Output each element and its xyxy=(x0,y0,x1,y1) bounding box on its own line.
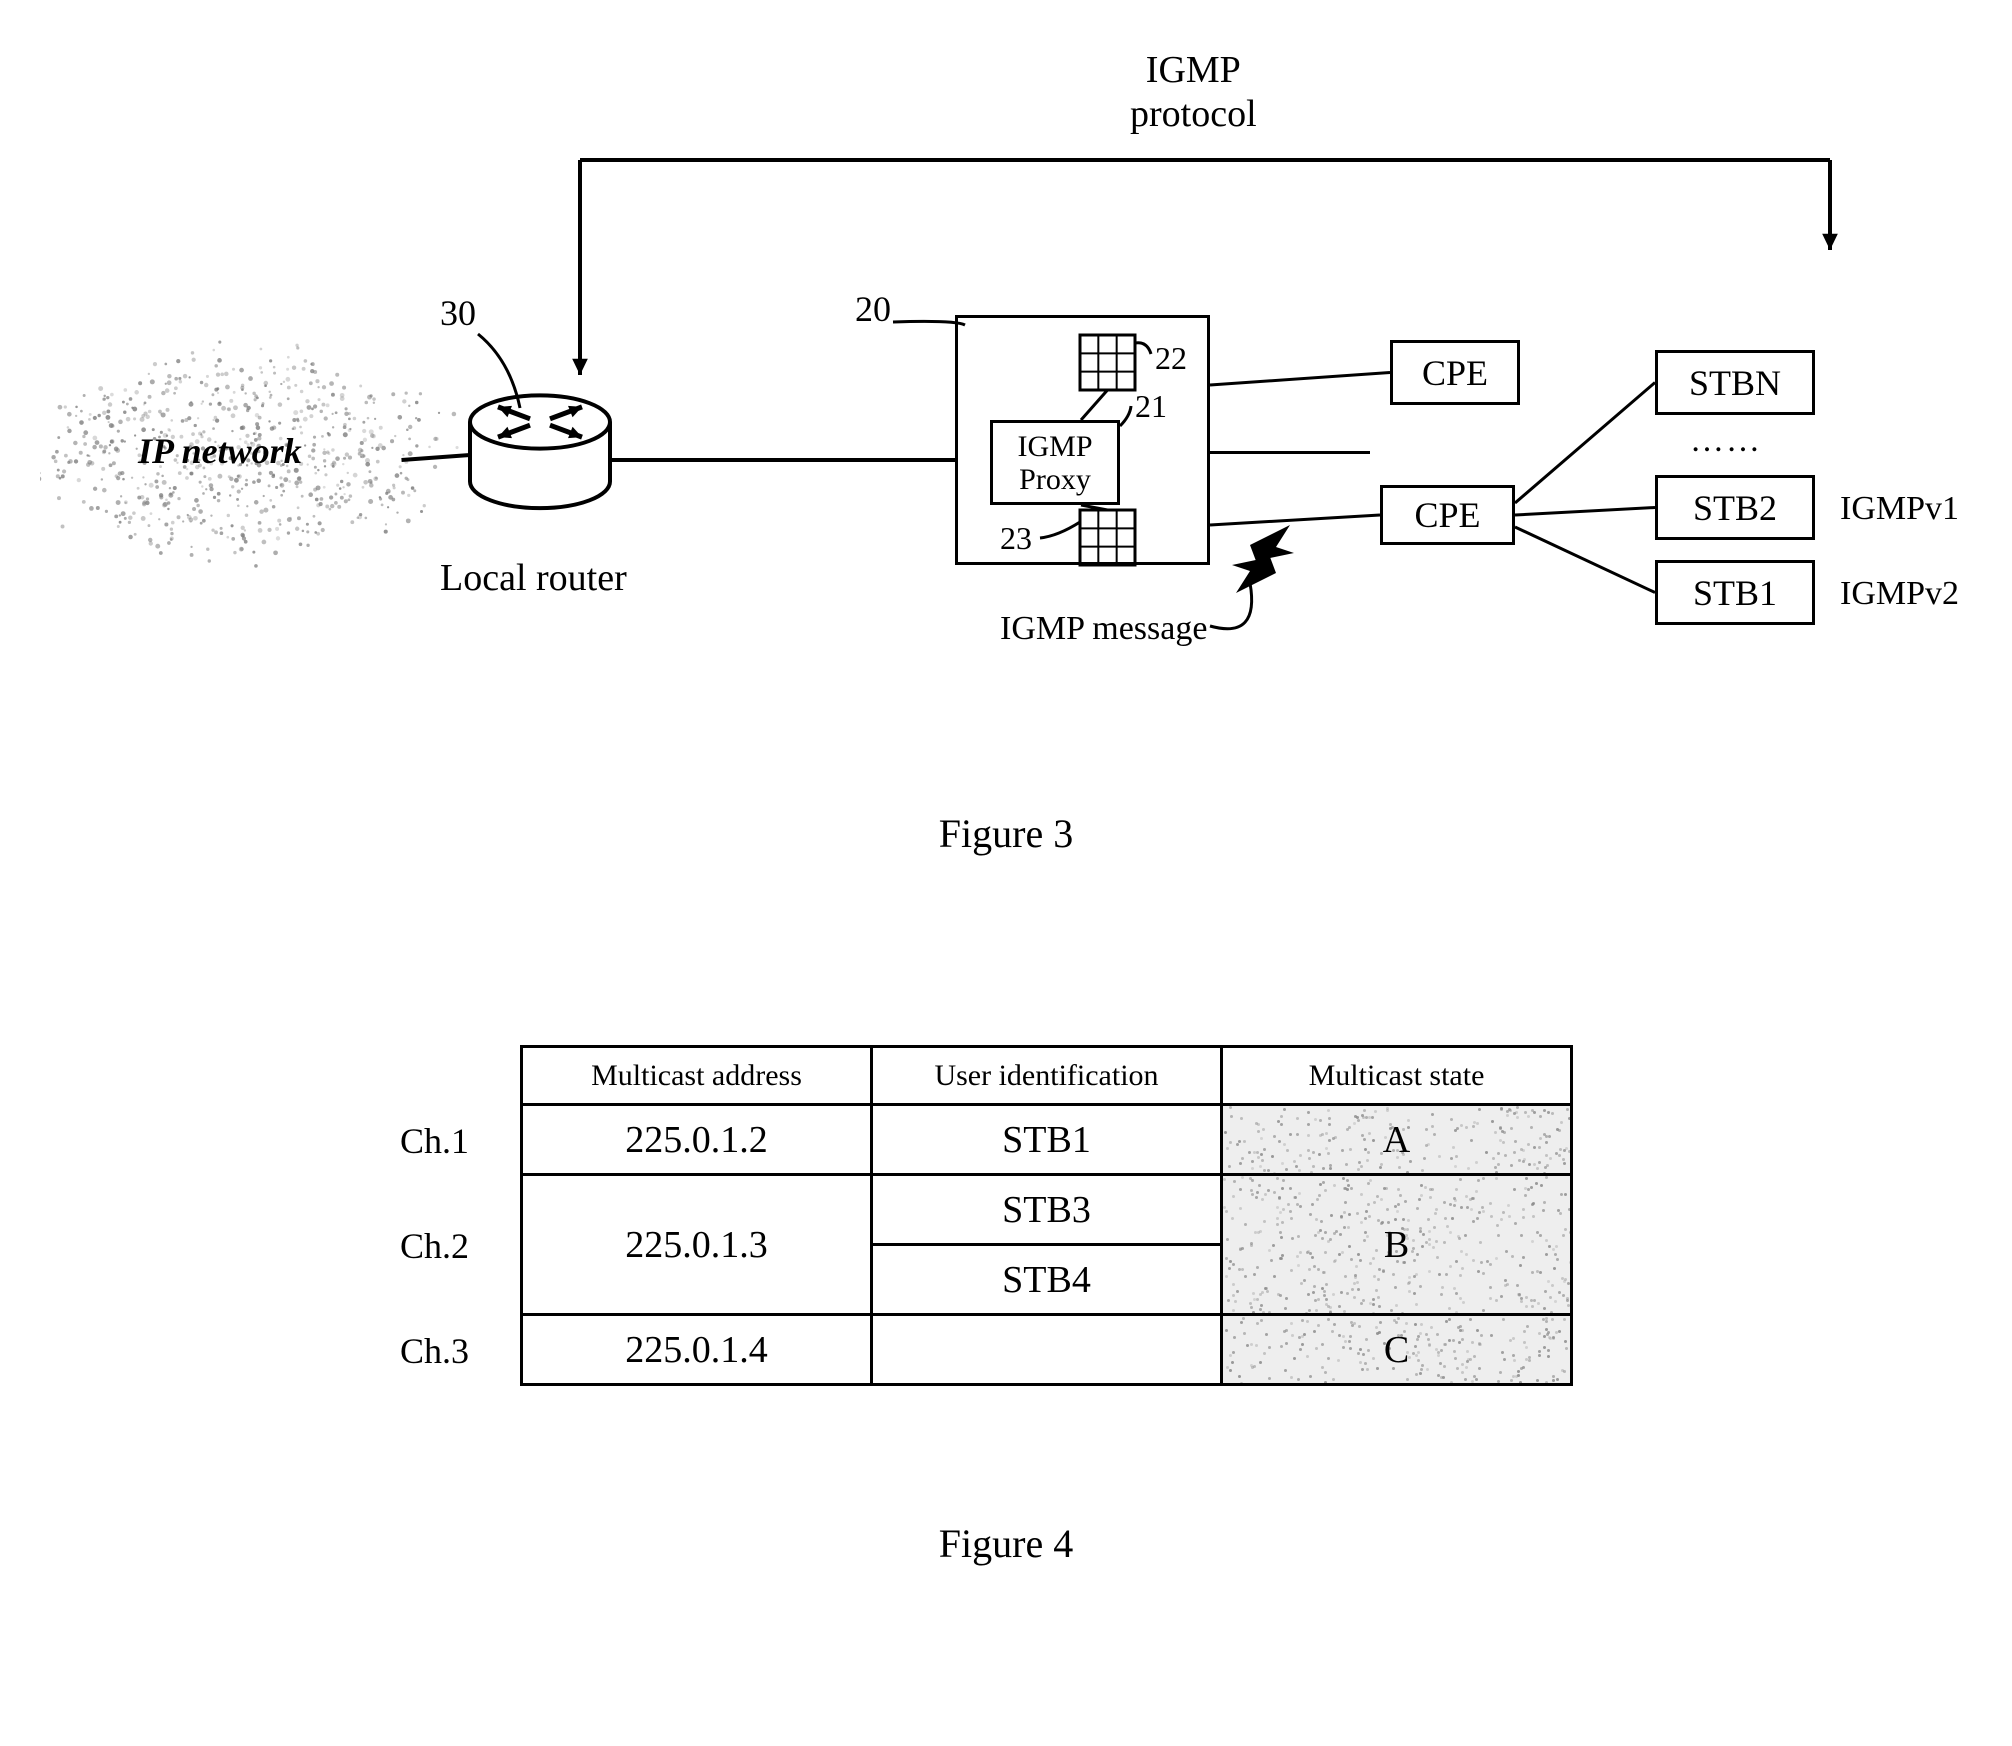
fig4-caption: Figure 4 xyxy=(939,1520,1073,1567)
cell-addr: 225.0.1.3 xyxy=(522,1175,872,1315)
stbn-box: STBN xyxy=(1655,350,1815,415)
igmp-message-label: IGMP message xyxy=(1000,610,1207,648)
igmpv1-label: IGMPv1 xyxy=(1840,490,1959,528)
stb1-box: STB1 xyxy=(1655,560,1815,625)
igmp-protocol-label: IGMP protocol xyxy=(1130,48,1257,136)
col-user-id: User identification xyxy=(872,1047,1222,1105)
col-multicast-state: Multicast state xyxy=(1222,1047,1572,1105)
multicast-table: Multicast address User identification Mu… xyxy=(520,1045,1573,1386)
stb-dots-label: …… xyxy=(1690,422,1762,460)
grid2-number-label: 21 xyxy=(1135,388,1167,425)
grid3-number-label: 23 xyxy=(1000,520,1032,557)
igmp-proxy-box: IGMP Proxy xyxy=(990,420,1120,505)
cell-user: STB3 xyxy=(872,1175,1222,1245)
table-row: 225.0.1.2 STB1 A xyxy=(522,1105,1572,1175)
proxy-box-number-label: 20 xyxy=(855,288,891,330)
igmpv2-label: IGMPv2 xyxy=(1840,575,1959,613)
table-header-row: Multicast address User identification Mu… xyxy=(522,1047,1572,1105)
ch2-label: Ch.2 xyxy=(400,1225,469,1267)
cell-addr: 225.0.1.2 xyxy=(522,1105,872,1175)
cpe-top-box: CPE xyxy=(1390,340,1520,405)
cpe-bottom-box: CPE xyxy=(1380,485,1515,545)
cell-state: C xyxy=(1222,1315,1572,1385)
ip-network-label: IP network xyxy=(138,430,302,472)
ch3-label: Ch.3 xyxy=(400,1330,469,1372)
stb2-box: STB2 xyxy=(1655,475,1815,540)
cell-user: STB1 xyxy=(872,1105,1222,1175)
col-multicast-address: Multicast address xyxy=(522,1047,872,1105)
local-router-label: Local router xyxy=(440,556,627,600)
cell-addr: 225.0.1.4 xyxy=(522,1315,872,1385)
ch1-label: Ch.1 xyxy=(400,1120,469,1162)
router-number-label: 30 xyxy=(440,292,476,334)
cell-state: A xyxy=(1222,1105,1572,1175)
grid1-number-label: 22 xyxy=(1155,340,1187,377)
cell-user xyxy=(872,1315,1222,1385)
table-row: 225.0.1.3 STB3 B xyxy=(522,1175,1572,1245)
fig3-svg-overlay xyxy=(40,40,1972,1706)
fig3-caption: Figure 3 xyxy=(939,810,1073,857)
cell-user: STB4 xyxy=(872,1245,1222,1315)
cell-state: B xyxy=(1222,1175,1572,1315)
table-row: 225.0.1.4 C xyxy=(522,1315,1572,1385)
